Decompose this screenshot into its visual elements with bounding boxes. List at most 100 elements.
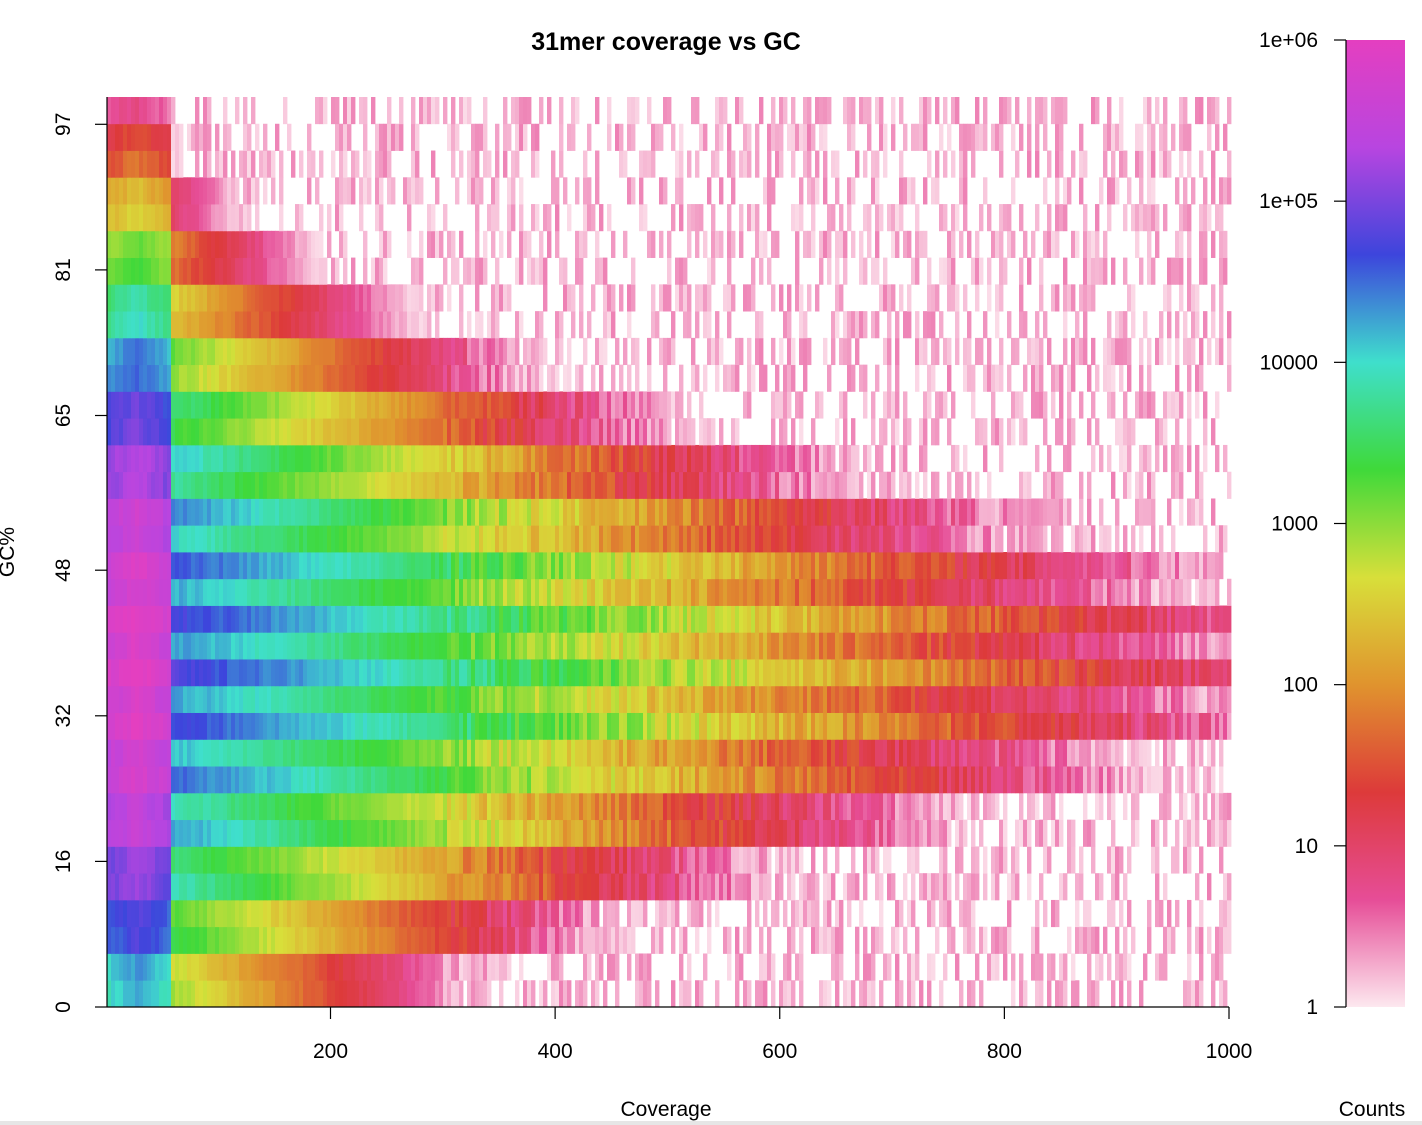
heatmap-cell [415, 792, 420, 821]
heatmap-cell [227, 953, 232, 981]
heatmap-cell [635, 846, 640, 874]
heatmap-cell [1059, 685, 1064, 713]
heatmap-cell [387, 471, 392, 499]
heatmap-cell [495, 792, 500, 821]
heatmap-cell [559, 792, 564, 821]
heatmap-cell [363, 819, 368, 847]
heatmap-cell [639, 605, 644, 633]
heatmap-cell [123, 873, 128, 901]
heatmap-cell [375, 525, 380, 553]
heatmap-cell [1095, 632, 1100, 660]
heatmap-cell [1023, 525, 1028, 553]
heatmap-cell [199, 899, 204, 928]
heatmap-cell [403, 739, 408, 767]
heatmap-cell [279, 980, 284, 1008]
heatmap-cell [903, 525, 908, 553]
heatmap-cell [659, 739, 664, 767]
heatmap-cell [1211, 792, 1216, 821]
heatmap-cell [247, 899, 252, 928]
heatmap-cell [379, 525, 384, 553]
heatmap-cell [1167, 552, 1172, 580]
heatmap-cell [335, 525, 340, 553]
heatmap-cell [851, 712, 856, 740]
heatmap-cell [143, 953, 148, 981]
heatmap-cell [903, 632, 908, 660]
heatmap-cell [707, 659, 712, 687]
heatmap-cell [799, 792, 804, 821]
heatmap-cell [835, 498, 840, 526]
heatmap-cell [619, 578, 624, 606]
heatmap-cell [1143, 685, 1148, 713]
heatmap-cell [439, 498, 444, 526]
heatmap-cell [271, 926, 276, 954]
heatmap-cell [167, 659, 172, 687]
heatmap-cell [1215, 632, 1220, 660]
heatmap-cell [791, 605, 796, 633]
heatmap-cell [115, 605, 120, 633]
heatmap-cell [327, 578, 332, 606]
heatmap-cell [183, 739, 188, 767]
heatmap-cell [871, 685, 876, 713]
heatmap-cell [975, 471, 980, 499]
heatmap-cell [131, 980, 136, 1008]
heatmap-cell [1055, 632, 1060, 660]
heatmap-cell [427, 712, 432, 740]
heatmap-cell [427, 525, 432, 553]
heatmap-cell [855, 953, 860, 981]
heatmap-cell [191, 525, 196, 553]
heatmap-cell [327, 525, 332, 553]
heatmap-cell [559, 659, 564, 687]
heatmap-cell [587, 685, 592, 713]
heatmap-cell [419, 980, 424, 1008]
heatmap-cell [559, 605, 564, 633]
heatmap-cell [147, 632, 152, 660]
heatmap-cell [423, 980, 428, 1008]
heatmap-cell [579, 525, 584, 553]
heatmap-cell [271, 471, 276, 499]
heatmap-cell [1043, 899, 1048, 928]
heatmap-cell [503, 926, 508, 954]
heatmap-cell [751, 578, 756, 606]
heatmap-cell [311, 498, 316, 526]
heatmap-cell [519, 846, 524, 874]
heatmap-cell [807, 578, 812, 606]
heatmap-cell [739, 766, 744, 794]
heatmap-cell [627, 605, 632, 633]
heatmap-cell [399, 605, 404, 633]
heatmap-cell [875, 552, 880, 580]
heatmap-cell [831, 578, 836, 606]
heatmap-cell [1107, 685, 1112, 713]
heatmap-cell [703, 873, 708, 901]
heatmap-cell [751, 739, 756, 767]
heatmap-cell [695, 712, 700, 740]
heatmap-cell [223, 525, 228, 553]
heatmap-cell [1119, 685, 1124, 713]
heatmap-cell [287, 632, 292, 660]
heatmap-cell [275, 471, 280, 499]
heatmap-cell [263, 525, 268, 553]
heatmap-cell [827, 498, 832, 526]
heatmap-cell [1191, 685, 1196, 713]
heatmap-cell [139, 578, 144, 606]
heatmap-cell [711, 846, 716, 874]
heatmap-cell [267, 739, 272, 767]
heatmap-cell [207, 899, 212, 928]
heatmap-cell [1115, 873, 1120, 901]
heatmap-cell [351, 578, 356, 606]
heatmap-cell [391, 605, 396, 633]
heatmap-cell [251, 578, 256, 606]
heatmap-cell [335, 471, 340, 499]
heatmap-cell [947, 739, 952, 767]
heatmap-cell [855, 605, 860, 633]
heatmap-cell [595, 471, 600, 499]
heatmap-cell [439, 980, 444, 1008]
heatmap-cell [919, 792, 924, 821]
heatmap-cell [1023, 552, 1028, 580]
heatmap-cell [511, 712, 516, 740]
heatmap-cell [167, 498, 172, 526]
heatmap-cell [839, 525, 844, 553]
heatmap-cell [1035, 552, 1040, 580]
heatmap-cell [663, 632, 668, 660]
heatmap-cell [895, 632, 900, 660]
heatmap-cell [167, 980, 172, 1008]
